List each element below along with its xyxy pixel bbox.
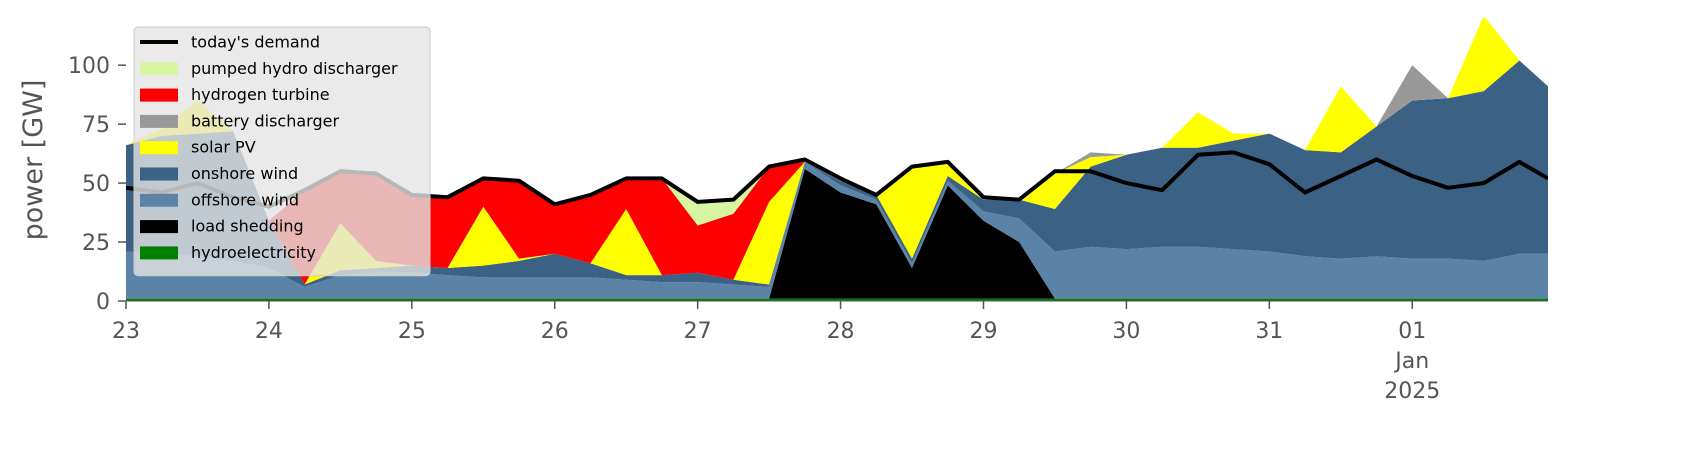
x-tick-label: 01 Jan 2025 xyxy=(1384,319,1440,404)
area xyxy=(126,60,1548,287)
x-tick-label: 26 xyxy=(541,319,569,344)
x-tick-label: 29 xyxy=(969,319,997,344)
y-tick-label: 50 xyxy=(82,172,110,197)
y-axis-label: power [GW] xyxy=(18,80,49,241)
legend-swatch xyxy=(140,167,178,181)
legend-swatch xyxy=(140,220,178,234)
x-tick-label: 24 xyxy=(255,319,283,344)
legend-label: load shedding xyxy=(191,217,304,236)
x-tick-label: 25 xyxy=(398,319,426,344)
area xyxy=(126,18,1548,285)
area xyxy=(126,298,1548,301)
area xyxy=(126,161,1548,299)
axes: 0 25 50 75 100 23 24 25 26 27 28 29 30 31 01 Jan 2025 xyxy=(68,54,1548,404)
x-tick-label: 27 xyxy=(684,319,712,344)
legend-swatch xyxy=(140,88,178,102)
legend-label: solar PV xyxy=(191,138,256,157)
legend-label: onshore wind xyxy=(191,164,298,183)
y-tick-label: 0 xyxy=(96,290,110,315)
legend-swatch xyxy=(140,114,178,128)
legend-swatch xyxy=(140,141,178,155)
legend-label: today's demand xyxy=(191,33,320,52)
legend-label: hydroelectricity xyxy=(191,243,316,262)
x-tick-label: 30 xyxy=(1112,319,1140,344)
legend-label: battery discharger xyxy=(191,111,339,130)
y-tick-label: 75 xyxy=(82,113,110,138)
legend-label: offshore wind xyxy=(191,190,299,209)
x-tick-label: 28 xyxy=(827,319,855,344)
x-tick-label: 23 xyxy=(112,319,140,344)
legend: today's demand pumped hydro discharger hyd… xyxy=(133,26,431,277)
legend-swatch xyxy=(140,246,178,260)
legend-swatch xyxy=(140,193,178,207)
legend-label: hydrogen turbine xyxy=(191,85,330,104)
legend-label: pumped hydro discharger xyxy=(191,59,398,78)
legend-box xyxy=(133,26,431,277)
x-tick-label: 31 xyxy=(1255,319,1283,344)
y-tick-label: 100 xyxy=(68,54,110,79)
area xyxy=(126,168,1548,299)
y-tick-label: 25 xyxy=(82,231,110,256)
legend-swatch xyxy=(140,62,178,76)
